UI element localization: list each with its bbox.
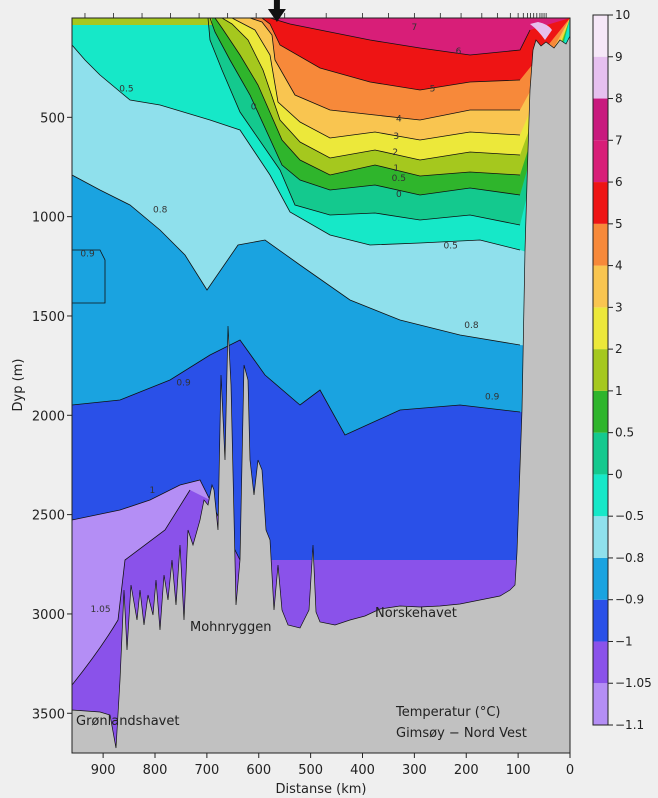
colorbar-tick-label: 0 <box>615 467 623 481</box>
colorbar-tick-label: 9 <box>615 50 623 64</box>
contour-label: 1 <box>393 164 399 174</box>
colorbar-tick-label: −1.05 <box>615 676 652 690</box>
colorbar-tick-label: 7 <box>615 133 623 147</box>
x-tick-label: 100 <box>506 763 531 778</box>
contour-label: 4 <box>396 114 402 124</box>
contour-label: 0.9 <box>485 392 500 402</box>
x-axis-ticks: 900 800 700 600 500 400 300 200 100 0 <box>91 753 574 778</box>
colorbar-tick-label: −1.1 <box>615 718 644 732</box>
x-tick-label: 500 <box>298 763 323 778</box>
colorbar-segment <box>593 140 608 183</box>
colorbar-tick-label: 6 <box>615 175 623 189</box>
contour-label: 0 <box>251 102 257 112</box>
colorbar-segment <box>593 474 608 517</box>
y-tick-label: 500 <box>40 111 65 126</box>
colorbar-tick-label: 0.5 <box>615 426 634 440</box>
y-axis-label: Dyp (m) <box>11 359 26 412</box>
x-tick-label: 200 <box>454 763 479 778</box>
colorbar-tick-label: −0.5 <box>615 509 644 523</box>
y-axis-ticks: 500 1000 1500 2000 2500 3000 3500 <box>32 111 72 722</box>
colorbar-segment <box>593 390 608 433</box>
contour-label: 0.5 <box>392 174 406 184</box>
contour-label: 3 <box>393 132 399 142</box>
surface-strip <box>72 18 212 25</box>
x-tick-label: 900 <box>91 763 116 778</box>
region-label-mohnryggen: Mohnryggen <box>190 620 271 635</box>
contour-label: 0.9 <box>176 379 191 389</box>
y-tick-label: 2000 <box>32 409 65 424</box>
x-tick-label: 400 <box>350 763 375 778</box>
contour-label: 1 <box>150 486 156 496</box>
colorbar-frame <box>592 14 609 726</box>
colorbar-tick-label: −0.8 <box>615 551 644 565</box>
station-ticks <box>84 13 547 18</box>
colorbar-segment <box>593 307 608 350</box>
colorbar-segment <box>593 182 608 224</box>
colorbar: −1.1 −1.05 −1 −0.9 −0.8 −0.5 0 0.5 1 2 3 4 5 6 7 8 9 10 <box>593 8 652 732</box>
plot-area <box>72 18 570 753</box>
x-tick-label: 700 <box>194 763 219 778</box>
annotation-title: Temperatur (°C) <box>395 705 501 720</box>
colorbar-segment <box>593 223 608 266</box>
contour-label: 0.5 <box>119 85 133 95</box>
contour-label: 6 <box>456 47 462 57</box>
plot-frame <box>71 17 571 754</box>
colorbar-tick-label: 10 <box>615 8 630 22</box>
colorbar-segment <box>593 432 608 475</box>
band-6 <box>270 18 570 55</box>
station-arrow-icon <box>267 0 286 22</box>
colorbar-segment <box>593 98 608 141</box>
contour-label: 5 <box>430 85 436 95</box>
colorbar-tick-label: 2 <box>615 342 623 356</box>
colorbar-tick-label: −1 <box>615 634 633 648</box>
region-label-norskehavet: Norskehavet <box>375 606 457 621</box>
annotation-section: Gimsøy − Nord Vest <box>396 726 527 741</box>
contour-label: 0.8 <box>464 321 479 331</box>
contour-label: 0.8 <box>153 206 168 216</box>
y-tick-label: 1500 <box>32 310 65 325</box>
colorbar-segment <box>593 599 608 642</box>
contour-label: 0.9 <box>80 249 95 259</box>
colorbar-segment <box>593 557 608 600</box>
colorbar-tick-label: 4 <box>615 259 623 273</box>
x-tick-label: 600 <box>246 763 271 778</box>
colorbar-segment <box>593 265 608 308</box>
x-tick-label: 0 <box>566 763 574 778</box>
contour-label: 0 <box>396 190 402 200</box>
y-tick-label: 3000 <box>32 608 65 623</box>
x-tick-label: 800 <box>143 763 168 778</box>
y-tick-label: 1000 <box>32 211 65 226</box>
colorbar-tick-label: 5 <box>615 217 623 231</box>
y-tick-label: 3500 <box>32 707 65 722</box>
y-tick-label: 2500 <box>32 509 65 524</box>
band-8 <box>530 22 552 40</box>
contour-label: 1.05 <box>91 605 111 615</box>
contour-label: 2 <box>392 148 398 158</box>
bathymetry <box>72 35 570 753</box>
colorbar-segment <box>593 56 608 99</box>
colorbar-segment <box>593 349 608 391</box>
colorbar-tick-label: −0.9 <box>615 593 644 607</box>
colorbar-segment <box>593 641 608 684</box>
x-tick-label: 300 <box>402 763 427 778</box>
x-axis-label: Distanse (km) <box>276 782 367 797</box>
colorbar-segment <box>593 516 608 558</box>
colorbar-segment <box>593 15 608 57</box>
contour-lines <box>72 18 531 686</box>
colorbar-tick-label: 1 <box>615 384 623 398</box>
region-label-gronlandshavet: Grønlandshavet <box>76 714 179 729</box>
contour-label: 7 <box>412 23 418 33</box>
colorbar-tick-label: 3 <box>615 300 623 314</box>
colorbar-tick-label: 8 <box>615 92 623 106</box>
colorbar-segment <box>593 683 608 725</box>
contour-label: 0.5 <box>444 241 458 251</box>
